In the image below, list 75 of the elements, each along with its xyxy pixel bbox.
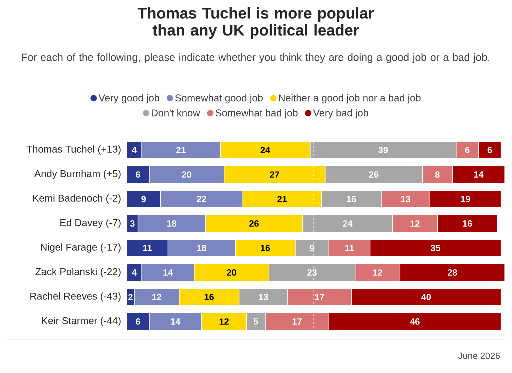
data-label: 21 bbox=[176, 147, 186, 154]
data-label: 12 bbox=[220, 318, 229, 325]
data-label: 9 bbox=[142, 196, 146, 202]
bar bbox=[127, 239, 168, 258]
chart-subtitle: For each of the following, please indicate whether you think they are doing a good job or a bad job. bbox=[22, 54, 490, 64]
data-label: 28 bbox=[448, 270, 458, 276]
legend-label: Don't know bbox=[152, 109, 200, 117]
data-label: 8 bbox=[435, 172, 440, 178]
bar bbox=[452, 166, 506, 184]
data-label: 24 bbox=[260, 147, 270, 154]
data-label: 4 bbox=[132, 270, 137, 276]
data-label: 12 bbox=[373, 270, 382, 276]
bar bbox=[351, 288, 502, 306]
data-label: 16 bbox=[261, 245, 270, 252]
data-label: 12 bbox=[410, 220, 420, 227]
legend-label: Somewhat bad job bbox=[216, 109, 298, 119]
data-label: 16 bbox=[463, 220, 472, 227]
data-label: 11 bbox=[143, 245, 152, 252]
y-tick-label: Andy Burnham (+5) bbox=[34, 170, 121, 180]
data-label: 14 bbox=[474, 172, 484, 178]
data-label: 24 bbox=[343, 220, 353, 227]
y-tick-label: Rachel Reeves (-43) bbox=[30, 292, 121, 302]
data-label: 6 bbox=[136, 172, 140, 178]
data-label: 16 bbox=[204, 294, 214, 300]
data-label: 18 bbox=[167, 220, 177, 227]
y-tick-label: Nigel Farage (-17) bbox=[41, 244, 121, 253]
y-tick-label: Zack Polanski (-22) bbox=[36, 268, 121, 278]
data-label: 14 bbox=[171, 318, 181, 325]
data-label: 19 bbox=[461, 196, 470, 202]
bar bbox=[478, 141, 502, 160]
legend-label: Very bad job bbox=[313, 109, 368, 119]
data-label: 11 bbox=[345, 245, 354, 252]
y-tick-label: Kemi Badenoch (-2) bbox=[33, 194, 121, 204]
data-label: 27 bbox=[270, 172, 280, 178]
bar bbox=[400, 264, 506, 282]
data-label: 40 bbox=[422, 294, 432, 300]
legend-label: Very good job bbox=[98, 94, 160, 104]
bar bbox=[328, 312, 502, 331]
data-label: 17 bbox=[315, 294, 324, 300]
y-tick-label: Ed Davey (-7) bbox=[60, 219, 121, 228]
data-label: 18 bbox=[197, 245, 207, 252]
data-label: 22 bbox=[197, 196, 206, 202]
data-label: 20 bbox=[227, 270, 236, 276]
bar bbox=[437, 214, 498, 233]
data-label: 39 bbox=[378, 147, 388, 154]
data-label: 13 bbox=[401, 196, 411, 202]
bar bbox=[127, 190, 161, 208]
data-label: 12 bbox=[152, 294, 162, 300]
data-label: 21 bbox=[278, 196, 288, 202]
data-label: 46 bbox=[410, 318, 420, 325]
y-tick-label: Keir Starmer (-44) bbox=[42, 317, 121, 326]
data-label: 35 bbox=[430, 245, 441, 252]
data-label: 6 bbox=[488, 147, 492, 154]
data-label: 4 bbox=[132, 147, 137, 154]
bar bbox=[370, 239, 502, 258]
data-label: 5 bbox=[254, 318, 258, 325]
bar bbox=[430, 190, 502, 208]
data-label: 13 bbox=[259, 294, 268, 300]
data-label: 14 bbox=[164, 270, 174, 276]
data-label: 16 bbox=[347, 196, 356, 202]
data-label: 2 bbox=[128, 294, 133, 300]
data-label: 20 bbox=[182, 172, 192, 178]
data-label: 23 bbox=[308, 270, 317, 276]
data-label: 9 bbox=[310, 245, 314, 252]
data-label: 6 bbox=[465, 147, 470, 154]
legend-label: Neither a good job nor a bad job bbox=[279, 94, 421, 104]
y-tick-label: Thomas Tuchel (+13) bbox=[26, 146, 121, 155]
legend-label: Somewhat good job bbox=[175, 94, 263, 104]
data-label: 17 bbox=[292, 318, 302, 325]
data-label: 3 bbox=[130, 220, 135, 227]
data-label: 26 bbox=[369, 172, 379, 178]
chart-title: Thomas Tuchel is more popular than any UK political leader bbox=[138, 8, 374, 39]
data-label: 6 bbox=[136, 318, 140, 325]
data-label: 26 bbox=[250, 220, 259, 227]
text: June 2026 bbox=[458, 352, 500, 360]
